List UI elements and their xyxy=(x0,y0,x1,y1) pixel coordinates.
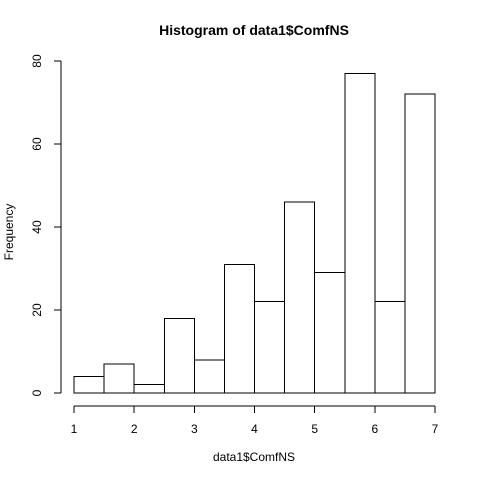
y-axis: 0 20 40 60 80 xyxy=(30,54,62,396)
x-tick-label-4: 4 xyxy=(251,422,258,436)
y-tick-label-0: 0 xyxy=(30,389,44,396)
x-tick-label-3: 3 xyxy=(191,422,198,436)
histogram-bar-10 xyxy=(344,72,376,394)
x-tick-label-6: 6 xyxy=(371,422,378,436)
chart-title: Histogram of data1$ComfNS xyxy=(159,22,349,38)
histogram-bar-6 xyxy=(223,263,256,394)
histogram-bar-2 xyxy=(103,363,135,394)
histogram-bar-11 xyxy=(374,301,406,394)
x-axis: 1 2 3 4 5 6 7 xyxy=(71,405,439,436)
histogram-bar-7 xyxy=(254,301,286,394)
histogram-bar-3 xyxy=(133,384,165,394)
histogram-bar-4 xyxy=(163,317,195,394)
histogram-bar-1 xyxy=(73,375,105,394)
histogram-bar-9 xyxy=(314,272,346,394)
histogram-bar-12 xyxy=(404,93,436,394)
y-tick-label-60: 60 xyxy=(30,137,44,151)
histogram-bar-8 xyxy=(284,201,316,394)
x-tick-label-7: 7 xyxy=(432,422,439,436)
histogram-bar-5 xyxy=(193,359,225,394)
y-tick-label-20: 20 xyxy=(30,303,44,317)
x-tick-label-1: 1 xyxy=(71,422,78,436)
x-tick-label-5: 5 xyxy=(311,422,318,436)
y-tick-label-80: 80 xyxy=(30,54,44,68)
bars-group xyxy=(73,72,436,394)
x-tick-label-2: 2 xyxy=(131,422,138,436)
y-axis-label: Frequency xyxy=(2,204,16,261)
y-tick-label-40: 40 xyxy=(30,220,44,234)
x-axis-label: data1$ComfNS xyxy=(213,450,295,464)
